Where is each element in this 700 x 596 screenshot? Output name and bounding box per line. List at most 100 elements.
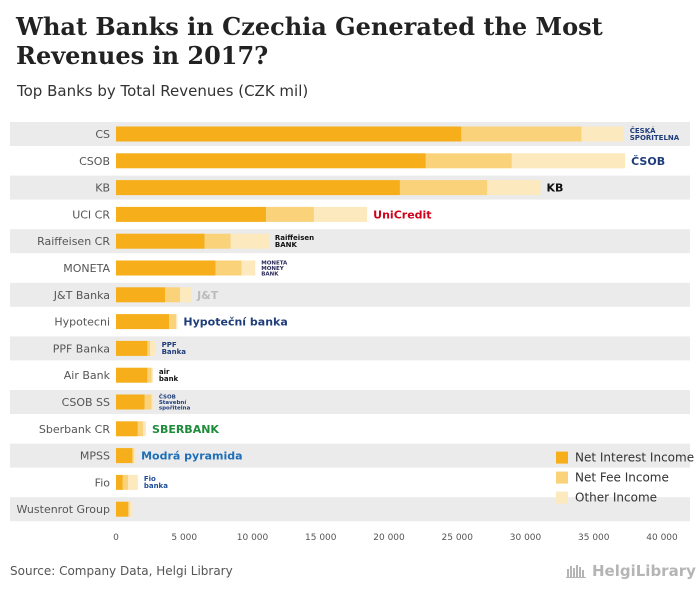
bars (116, 126, 626, 517)
ceska-sporitelna-logo-text: ČESKÁ (630, 126, 656, 135)
raiffeisen-logo-text: Raiffeisen (275, 234, 314, 242)
bar-other-income-mpss (133, 448, 136, 464)
csob-ss-logo-text: spořitelna (159, 404, 191, 411)
category-label-j-t-banka: J&T Banka (53, 289, 110, 302)
air-bank-logo-text: air (159, 368, 170, 376)
helgi-library-text: HelgiLibrary (592, 562, 696, 580)
sberbank-logo: SBERBANK (152, 423, 219, 436)
category-label-air-bank: Air Bank (64, 369, 111, 382)
category-label-csob: CSOB (79, 155, 110, 168)
category-label-uci-cr: UCI CR (72, 208, 110, 221)
bar-other-income-uci-cr (313, 206, 368, 222)
hypotecni-banka-logo: Hypoteční banka (183, 316, 287, 329)
x-tick-label: 10 000 (237, 533, 269, 543)
row-band (10, 282, 690, 307)
moneta-logo-text: MONEY (261, 266, 285, 272)
bar-other-income-hypotecni (176, 314, 178, 330)
bar-other-income-sberbank-cr (143, 421, 147, 437)
bar-net-interest-income-uci-cr (116, 206, 267, 222)
x-tick-label: 25 000 (442, 533, 474, 543)
page-title: What Banks in Czechia Generated the Most… (16, 12, 603, 70)
x-tick-label: 15 000 (305, 533, 337, 543)
bar-net-fee-income-csob (425, 153, 512, 169)
bar-net-interest-income-sberbank-cr (116, 421, 138, 437)
unicredit-logo-text: UniCredit (373, 208, 431, 221)
bar-net-fee-income-sberbank-cr (137, 421, 144, 437)
bar-net-fee-income-csob-ss (144, 394, 152, 410)
bar-net-fee-income-uci-cr (266, 206, 314, 222)
bar-net-interest-income-fio (116, 474, 123, 490)
category-label-kb: KB (95, 182, 110, 195)
bar-other-income-csob-ss (151, 394, 153, 410)
bar-net-interest-income-csob-ss (116, 394, 145, 410)
helgi-library-icon (566, 565, 586, 578)
row-band (10, 390, 690, 414)
sberbank-logo-text: SBERBANK (152, 423, 219, 436)
fio-logo-text: banka (144, 482, 168, 490)
csob-ss-logo-text: ČSOB (159, 393, 176, 400)
hypotecni-banka-logo-text: Hypoteční banka (183, 316, 287, 329)
bar-net-interest-income-mpss (116, 448, 133, 464)
bar-net-fee-income-cs (461, 126, 582, 142)
row-band (10, 229, 690, 254)
x-tick-label: 5 000 (171, 533, 197, 543)
page-subtitle: Top Banks by Total Revenues (CZK mil) (17, 82, 309, 100)
bar-other-income-wustenrot-group (129, 501, 133, 517)
fio-logo-text: Fio (144, 475, 156, 483)
legend-label-net-interest-income: Net Interest Income (575, 451, 694, 465)
raiffeisen-logo-text: BANK (275, 241, 298, 249)
bar-other-income-air-bank (151, 367, 153, 383)
csob-logo-text: ČSOB (631, 155, 665, 168)
bar-net-fee-income-moneta (215, 260, 242, 276)
legend-label-other-income: Other Income (575, 491, 657, 505)
bar-net-fee-income-air-bank (147, 367, 152, 383)
row-band (10, 336, 690, 361)
bar-net-interest-income-wustenrot-group (116, 501, 129, 517)
bar-net-interest-income-csob (116, 153, 426, 169)
jt-banka-logo-text: J&T (196, 289, 219, 302)
bar-other-income-raiffeisen-cr (230, 233, 269, 249)
moneta-logo-text: BANK (261, 271, 279, 277)
x-tick-label: 35 000 (578, 533, 610, 543)
source-note: Source: Company Data, Helgi Library (10, 564, 233, 578)
bar-net-fee-income-wustenrot-group (128, 501, 130, 517)
legend-swatch-net-interest-income (556, 451, 568, 464)
mpss-logo-text: Modrá pyramida (141, 450, 242, 463)
category-label-wustenrot-group: Wustenrot Group (16, 503, 110, 516)
x-tick-label: 30 000 (510, 533, 542, 543)
bar-net-fee-income-j-t-banka (165, 287, 181, 303)
moneta-logo-text: MONETA (261, 260, 288, 266)
air-bank-logo-text: bank (159, 375, 179, 383)
bar-net-fee-income-kb (399, 180, 488, 196)
bar-net-interest-income-j-t-banka (116, 287, 166, 303)
category-label-sberbank-cr: Sberbank CR (39, 423, 110, 436)
csob-logo: ČSOB (631, 155, 665, 168)
bar-other-income-csob (511, 153, 626, 169)
legend: Net Interest Income Net Fee Income Other I… (556, 451, 694, 505)
x-tick-label: 0 (113, 533, 119, 543)
bar-other-income-j-t-banka (180, 287, 192, 303)
category-label-hypotecni: Hypotecni (54, 316, 110, 329)
bar-net-interest-income-cs (116, 126, 462, 142)
bar-net-interest-income-hypotecni (116, 314, 170, 330)
bar-net-fee-income-ppf-banka (147, 340, 151, 356)
bar-net-fee-income-mpss (132, 448, 134, 464)
bar-net-interest-income-ppf-banka (116, 340, 148, 356)
legend-label-net-fee-income: Net Fee Income (575, 471, 669, 485)
category-label-csob-ss: CSOB SS (62, 396, 110, 409)
category-label-cs: CS (95, 128, 110, 141)
bar-net-interest-income-raiffeisen-cr (116, 233, 205, 249)
bar-net-interest-income-kb (116, 180, 400, 196)
bar-other-income-cs (581, 126, 624, 142)
category-label-mpss: MPSS (80, 450, 110, 463)
unicredit-logo: UniCredit (373, 208, 431, 221)
x-tick-label: 40 000 (646, 533, 678, 543)
